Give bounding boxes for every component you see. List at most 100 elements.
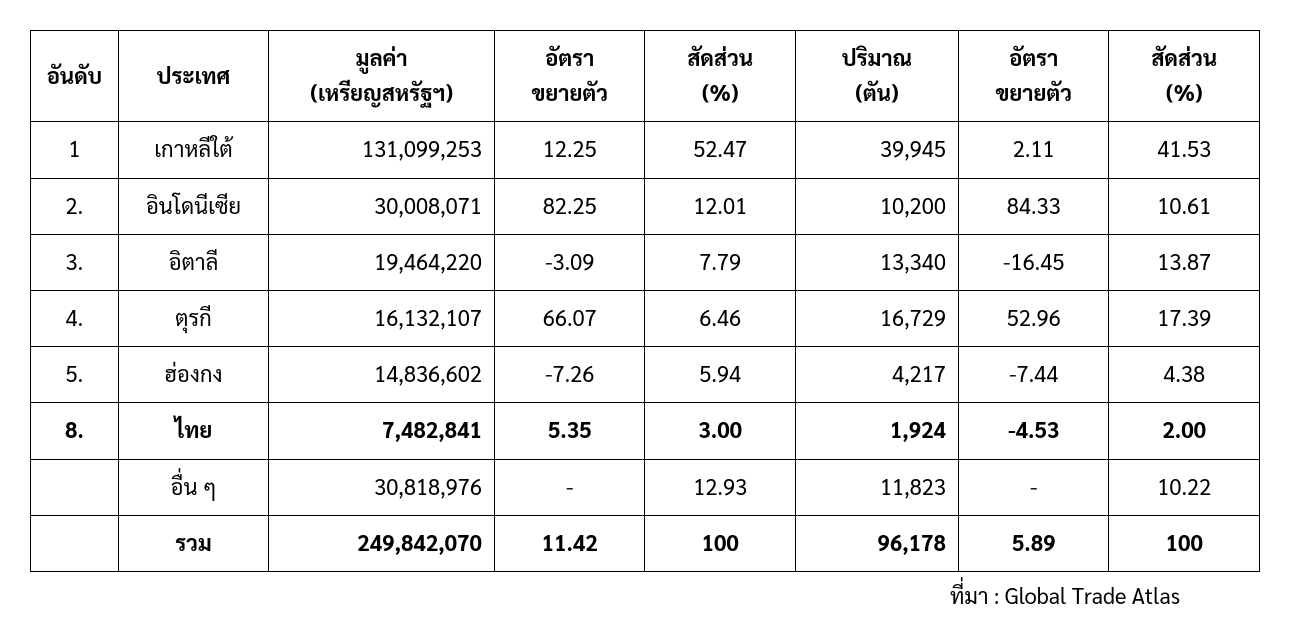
table-wrapper: อันดับ ประเทศ มูลค่า (เหรียญสหรัฐฯ) อัตร… [30,30,1260,610]
header-volume-l1: ปริมาณ [842,44,912,72]
header-country-l1: ประเทศ [157,62,231,90]
cell-growth2: - [958,459,1108,515]
cell-share1: 7.79 [645,234,795,290]
cell-value: 7,482,841 [269,403,495,459]
cell-growth2: 52.96 [958,290,1108,346]
cell-rank: 2. [31,178,119,234]
cell-value: 131,099,253 [269,122,495,178]
cell-rank: 5. [31,347,119,403]
cell-growth1: 12.25 [494,122,644,178]
header-volume-l2: (ตัน) [855,79,899,107]
header-share1-l2: (%) [702,79,739,107]
cell-growth1: -7.26 [494,347,644,403]
cell-country: อินโดนีเซีย [118,178,268,234]
cell-country: ตุรกี [118,290,268,346]
cell-share1: 52.47 [645,122,795,178]
cell-growth1: - [494,459,644,515]
cell-share2: 10.61 [1109,178,1260,234]
cell-country: เกาหลีใต้ [118,122,268,178]
table-row: รวม249,842,07011.4210096,1785.89100 [31,515,1260,571]
table-row: 4.ตุรกี16,132,10766.076.4616,72952.9617.… [31,290,1260,346]
cell-share2: 41.53 [1109,122,1260,178]
cell-share1: 12.93 [645,459,795,515]
cell-rank: 1 [31,122,119,178]
cell-rank: 4. [31,290,119,346]
header-country: ประเทศ [118,31,268,122]
cell-volume: 4,217 [795,347,958,403]
cell-share1: 5.94 [645,347,795,403]
cell-value: 249,842,070 [269,515,495,571]
header-growth1-l1: อัตรา [545,44,594,72]
data-table: อันดับ ประเทศ มูลค่า (เหรียญสหรัฐฯ) อัตร… [30,30,1260,572]
cell-growth2: -4.53 [958,403,1108,459]
cell-country: รวม [118,515,268,571]
cell-share2: 100 [1109,515,1260,571]
header-row: อันดับ ประเทศ มูลค่า (เหรียญสหรัฐฯ) อัตร… [31,31,1260,122]
cell-value: 30,008,071 [269,178,495,234]
header-value-l2: (เหรียญสหรัฐฯ) [310,79,453,107]
header-value-l1: มูลค่า [356,44,408,72]
header-share2-l2: (%) [1166,79,1203,107]
cell-share2: 13.87 [1109,234,1260,290]
header-share1: สัดส่วน (%) [645,31,795,122]
table-row: 3.อิตาลี19,464,220-3.097.7913,340-16.451… [31,234,1260,290]
cell-volume: 13,340 [795,234,958,290]
table-row: 1เกาหลีใต้131,099,25312.2552.4739,9452.1… [31,122,1260,178]
cell-volume: 11,823 [795,459,958,515]
cell-growth1: 66.07 [494,290,644,346]
cell-country: อิตาลี [118,234,268,290]
cell-country: อื่น ๆ [118,459,268,515]
header-volume: ปริมาณ (ตัน) [795,31,958,122]
table-row: 8.ไทย7,482,8415.353.001,924-4.532.00 [31,403,1260,459]
cell-share1: 3.00 [645,403,795,459]
cell-growth2: -7.44 [958,347,1108,403]
source-note: ที่มา : Global Trade Atlas [30,582,1260,610]
table-body: 1เกาหลีใต้131,099,25312.2552.4739,9452.1… [31,122,1260,572]
header-growth2-l1: อัตรา [1009,44,1058,72]
table-row: อื่น ๆ30,818,976-12.9311,823-10.22 [31,459,1260,515]
cell-share1: 100 [645,515,795,571]
cell-rank [31,515,119,571]
cell-value: 14,836,602 [269,347,495,403]
table-row: 2.อินโดนีเซีย30,008,07182.2512.0110,2008… [31,178,1260,234]
cell-volume: 10,200 [795,178,958,234]
header-share2: สัดส่วน (%) [1109,31,1260,122]
cell-growth2: 2.11 [958,122,1108,178]
cell-country: ฮ่องกง [118,347,268,403]
header-value: มูลค่า (เหรียญสหรัฐฯ) [269,31,495,122]
header-growth1-l2: ขยายตัว [531,79,608,107]
cell-share2: 17.39 [1109,290,1260,346]
cell-share2: 4.38 [1109,347,1260,403]
cell-value: 16,132,107 [269,290,495,346]
table-head: อันดับ ประเทศ มูลค่า (เหรียญสหรัฐฯ) อัตร… [31,31,1260,122]
cell-growth1: 11.42 [494,515,644,571]
header-share1-l1: สัดส่วน [687,44,753,72]
table-row: 5.ฮ่องกง14,836,602-7.265.944,217-7.444.3… [31,347,1260,403]
cell-growth2: 5.89 [958,515,1108,571]
cell-value: 30,818,976 [269,459,495,515]
cell-growth2: 84.33 [958,178,1108,234]
cell-share1: 6.46 [645,290,795,346]
header-rank-l1: อันดับ [47,62,102,90]
cell-growth1: -3.09 [494,234,644,290]
cell-rank: 8. [31,403,119,459]
header-growth2: อัตรา ขยายตัว [958,31,1108,122]
header-rank: อันดับ [31,31,119,122]
header-growth1: อัตรา ขยายตัว [494,31,644,122]
cell-volume: 39,945 [795,122,958,178]
cell-country: ไทย [118,403,268,459]
cell-growth2: -16.45 [958,234,1108,290]
cell-share2: 10.22 [1109,459,1260,515]
cell-value: 19,464,220 [269,234,495,290]
cell-volume: 96,178 [795,515,958,571]
cell-share1: 12.01 [645,178,795,234]
cell-volume: 16,729 [795,290,958,346]
cell-rank [31,459,119,515]
header-growth2-l2: ขยายตัว [995,79,1072,107]
header-share2-l1: สัดส่วน [1151,44,1217,72]
cell-rank: 3. [31,234,119,290]
cell-share2: 2.00 [1109,403,1260,459]
cell-volume: 1,924 [795,403,958,459]
cell-growth1: 5.35 [494,403,644,459]
cell-growth1: 82.25 [494,178,644,234]
